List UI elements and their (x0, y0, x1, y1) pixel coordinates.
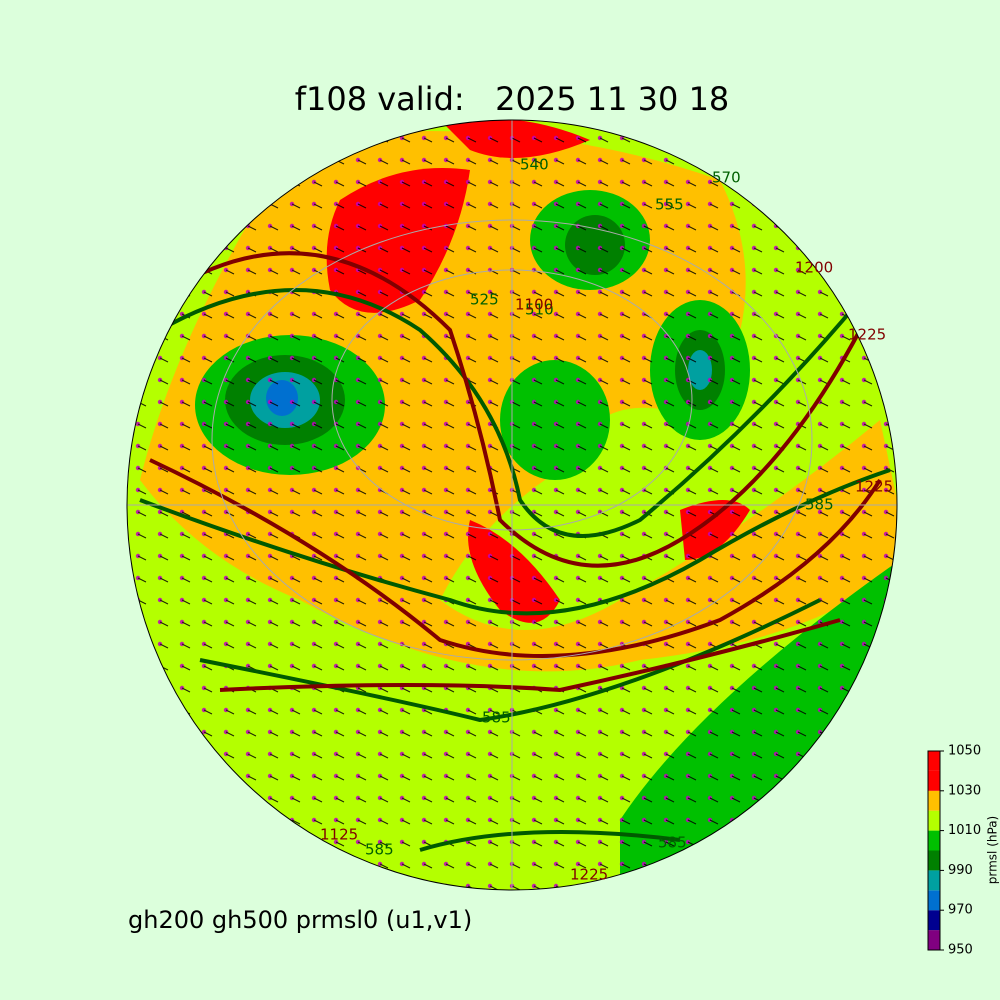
globe-outline (126, 119, 898, 891)
contour-label: 1225 (855, 478, 893, 496)
colorbar-segment (928, 930, 940, 950)
colorbar-segment (928, 770, 940, 791)
colorbar-frame (927, 750, 941, 951)
contour-label: 1125 (320, 826, 358, 844)
contour-label: 540 (520, 156, 549, 174)
contour-label: 570 (712, 169, 741, 187)
caption: gh200 gh500 prmsl0 (u1,v1) (128, 906, 472, 934)
colorbar-segment (928, 790, 940, 811)
colorbar-tick-label: 1030 (948, 783, 981, 798)
colorbar-segment (928, 890, 940, 911)
contour-label: 510 (525, 301, 554, 319)
contour-label: 585 (805, 496, 834, 514)
map-title: f108 valid: 2025 11 30 18 (295, 80, 730, 118)
colorbar-tick-label: 1010 (948, 823, 981, 838)
colorbar-segment (928, 910, 940, 931)
contour-label: 1100 (515, 296, 553, 314)
colorbar-tick-label: 970 (948, 903, 973, 918)
colorbar: 950 970 990 1010 1030 1050 (927, 744, 981, 958)
contour-label: 585 (365, 841, 394, 859)
colorbar-segment (928, 810, 940, 831)
colorbar-segment (928, 870, 940, 891)
globe-field (127, 120, 897, 890)
contour-label: 585 (482, 709, 511, 727)
contour-label: 1225 (570, 866, 608, 884)
colorbar-label: prmsl (hPa) (986, 816, 1000, 884)
contour-label: 1200 (795, 259, 833, 277)
colorbar-tick-label: 1050 (948, 744, 981, 759)
contour-label: 525 (470, 291, 499, 309)
colorbar-tick-label: 990 (948, 863, 973, 878)
colorbar-tick-label: 950 (948, 943, 973, 958)
contour-label: 555 (655, 196, 684, 214)
contour-label: 585 (658, 834, 687, 852)
contour-label: 1225 (848, 326, 886, 344)
colorbar-segment (928, 830, 940, 851)
colorbar-segment (928, 751, 940, 771)
colorbar-segment (928, 850, 940, 871)
